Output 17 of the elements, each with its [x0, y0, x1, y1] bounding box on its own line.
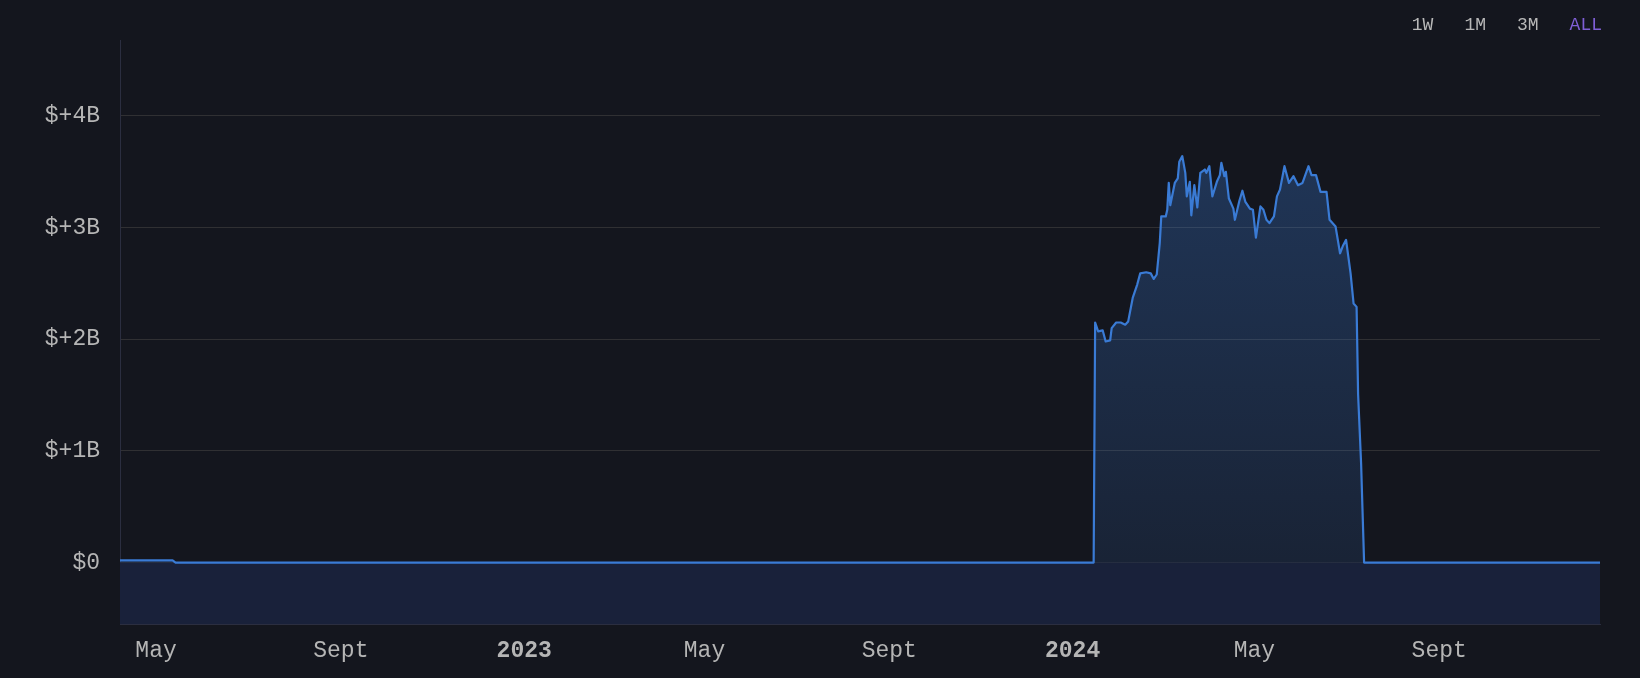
x-tick-label: 2023: [496, 637, 552, 664]
y-tick-label: $+2B: [44, 326, 100, 353]
x-tick-label: May: [135, 637, 177, 664]
text: ALL: [1569, 14, 1602, 37]
x-tick-label: May: [1233, 637, 1276, 664]
x-tick-label: Sept: [313, 637, 369, 664]
text: 1W: [1411, 14, 1434, 37]
x-tick-label: Sept: [861, 637, 917, 664]
y-tick-label: $+1B: [44, 438, 100, 465]
x-tick-label: May: [683, 637, 726, 664]
text: 1M: [1464, 14, 1486, 37]
y-tick-label: $+4B: [44, 103, 100, 130]
x-tick-label: 2024: [1045, 637, 1101, 664]
y-tick-label: $+3B: [44, 214, 100, 241]
x-tick-label: Sept: [1411, 637, 1467, 664]
text: 3M: [1516, 14, 1539, 37]
y-tick-label: $0: [72, 549, 100, 576]
